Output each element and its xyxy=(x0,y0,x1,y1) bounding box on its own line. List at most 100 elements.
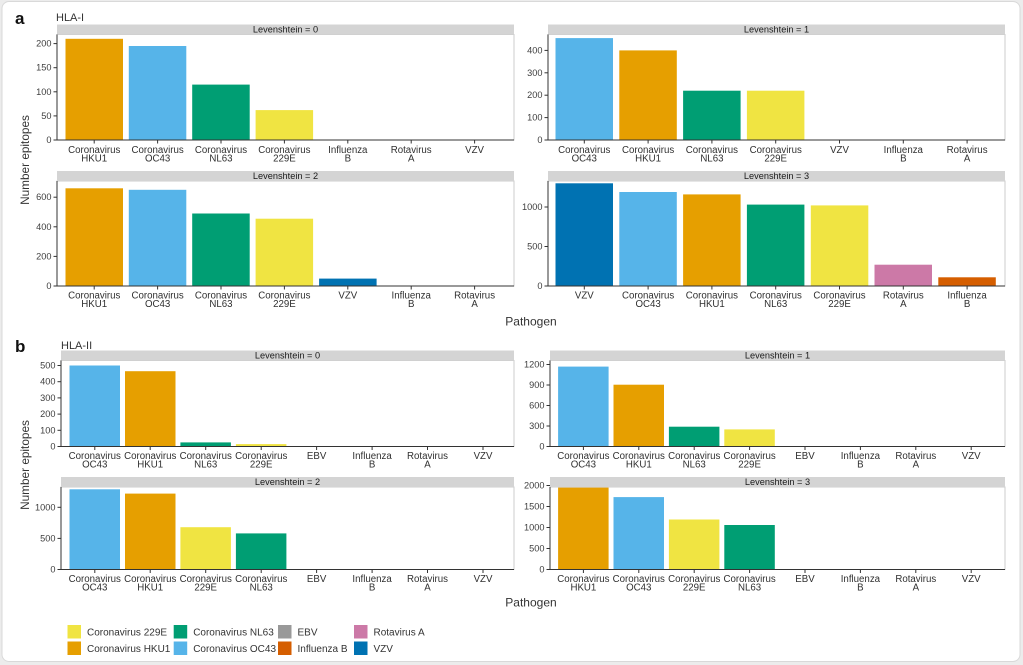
svg-text:OC43: OC43 xyxy=(82,583,107,594)
svg-text:Influenza: Influenza xyxy=(884,145,924,156)
svg-text:100: 100 xyxy=(527,113,542,123)
svg-text:Pathogen: Pathogen xyxy=(505,315,556,329)
svg-text:HLA-II: HLA-II xyxy=(61,340,92,352)
svg-text:1000: 1000 xyxy=(522,202,542,212)
svg-text:Influenza B: Influenza B xyxy=(298,644,348,655)
svg-text:2000: 2000 xyxy=(524,481,544,491)
svg-text:EBV: EBV xyxy=(795,574,815,585)
svg-text:600: 600 xyxy=(529,401,544,411)
svg-text:Coronavirus: Coronavirus xyxy=(686,291,738,302)
svg-text:OC43: OC43 xyxy=(145,299,170,310)
svg-text:1200: 1200 xyxy=(524,360,544,370)
svg-text:A: A xyxy=(471,299,478,310)
svg-text:500: 500 xyxy=(529,544,544,554)
svg-text:Coronavirus: Coronavirus xyxy=(258,291,310,302)
svg-text:Coronavirus: Coronavirus xyxy=(613,574,665,585)
svg-text:229E: 229E xyxy=(273,299,296,310)
svg-text:Rotavirus: Rotavirus xyxy=(407,574,448,585)
svg-text:Coronavirus: Coronavirus xyxy=(124,574,176,585)
svg-text:HKU1: HKU1 xyxy=(81,154,107,165)
svg-text:B: B xyxy=(345,154,351,165)
svg-text:VZV: VZV xyxy=(465,145,484,156)
svg-text:A: A xyxy=(424,583,431,594)
svg-text:VZV: VZV xyxy=(575,291,594,302)
svg-text:Coronavirus: Coronavirus xyxy=(557,451,609,462)
svg-text:Rotavirus: Rotavirus xyxy=(895,451,936,462)
svg-text:500: 500 xyxy=(527,242,542,252)
svg-text:Levenshtein = 2: Levenshtein = 2 xyxy=(253,171,318,181)
svg-text:Coronavirus: Coronavirus xyxy=(750,145,802,156)
svg-text:Coronavirus: Coronavirus xyxy=(195,145,247,156)
svg-text:EBV: EBV xyxy=(298,627,318,638)
svg-text:Rotavirus A: Rotavirus A xyxy=(374,627,425,638)
svg-text:400: 400 xyxy=(40,377,55,387)
svg-text:Influenza: Influenza xyxy=(841,451,881,462)
svg-text:Coronavirus: Coronavirus xyxy=(622,291,674,302)
svg-text:200: 200 xyxy=(36,251,51,261)
svg-text:B: B xyxy=(857,583,863,594)
svg-text:HKU1: HKU1 xyxy=(626,460,652,471)
svg-text:EBV: EBV xyxy=(795,451,815,462)
svg-text:Levenshtein = 3: Levenshtein = 3 xyxy=(745,477,810,487)
svg-text:300: 300 xyxy=(527,68,542,78)
svg-text:200: 200 xyxy=(40,409,55,419)
svg-text:Coronavirus: Coronavirus xyxy=(622,145,674,156)
svg-text:B: B xyxy=(369,460,375,471)
svg-text:Coronavirus: Coronavirus xyxy=(558,145,610,156)
svg-text:500: 500 xyxy=(40,361,55,371)
svg-text:Coronavirus: Coronavirus xyxy=(131,291,183,302)
svg-text:VZV: VZV xyxy=(962,451,981,462)
svg-text:A: A xyxy=(408,154,415,165)
svg-text:1000: 1000 xyxy=(524,523,544,533)
svg-text:Coronavirus: Coronavirus xyxy=(69,574,121,585)
svg-text:NL63: NL63 xyxy=(209,299,232,310)
svg-text:Coronavirus: Coronavirus xyxy=(235,574,287,585)
svg-text:HKU1: HKU1 xyxy=(699,299,725,310)
svg-text:Coronavirus: Coronavirus xyxy=(613,451,665,462)
svg-text:229E: 229E xyxy=(683,583,706,594)
svg-text:900: 900 xyxy=(529,380,544,390)
svg-text:OC43: OC43 xyxy=(82,460,107,471)
svg-text:Coronavirus: Coronavirus xyxy=(723,451,775,462)
svg-text:A: A xyxy=(964,154,971,165)
svg-text:HKU1: HKU1 xyxy=(81,299,107,310)
svg-text:0: 0 xyxy=(539,565,544,575)
svg-text:Influenza: Influenza xyxy=(352,574,392,585)
svg-text:Levenshtein = 2: Levenshtein = 2 xyxy=(255,477,320,487)
svg-text:Coronavirus: Coronavirus xyxy=(180,451,232,462)
svg-text:0: 0 xyxy=(46,281,51,291)
svg-text:Coronavirus: Coronavirus xyxy=(668,451,720,462)
svg-text:300: 300 xyxy=(529,421,544,431)
svg-text:Influenza: Influenza xyxy=(328,145,368,156)
svg-text:600: 600 xyxy=(36,192,51,202)
svg-text:NL63: NL63 xyxy=(738,583,761,594)
svg-text:Rotavirus: Rotavirus xyxy=(407,451,448,462)
svg-text:Coronavirus: Coronavirus xyxy=(195,291,247,302)
svg-text:Coronavirus: Coronavirus xyxy=(723,574,775,585)
svg-text:NL63: NL63 xyxy=(209,154,232,165)
svg-text:B: B xyxy=(964,299,970,310)
svg-text:Rotavirus: Rotavirus xyxy=(391,145,432,156)
svg-text:NL63: NL63 xyxy=(250,583,273,594)
svg-text:Number epitopes: Number epitopes xyxy=(18,115,32,205)
svg-text:NL63: NL63 xyxy=(764,299,787,310)
svg-text:200: 200 xyxy=(36,39,51,49)
svg-text:100: 100 xyxy=(40,425,55,435)
svg-text:EBV: EBV xyxy=(307,574,327,585)
svg-text:Levenshtein = 1: Levenshtein = 1 xyxy=(745,350,810,360)
svg-text:Rotavirus: Rotavirus xyxy=(454,291,495,302)
svg-text:OC43: OC43 xyxy=(145,154,170,165)
svg-text:VZV: VZV xyxy=(338,291,357,302)
svg-text:B: B xyxy=(900,154,906,165)
svg-text:0: 0 xyxy=(537,135,542,145)
svg-text:A: A xyxy=(424,460,431,471)
svg-text:Coronavirus: Coronavirus xyxy=(180,574,232,585)
svg-text:0: 0 xyxy=(539,442,544,452)
svg-text:400: 400 xyxy=(36,222,51,232)
svg-text:OC43: OC43 xyxy=(572,154,597,165)
svg-text:VZV: VZV xyxy=(962,574,981,585)
svg-text:Coronavirus: Coronavirus xyxy=(124,451,176,462)
svg-text:200: 200 xyxy=(527,90,542,100)
svg-text:HKU1: HKU1 xyxy=(570,583,596,594)
svg-text:b: b xyxy=(15,337,25,356)
